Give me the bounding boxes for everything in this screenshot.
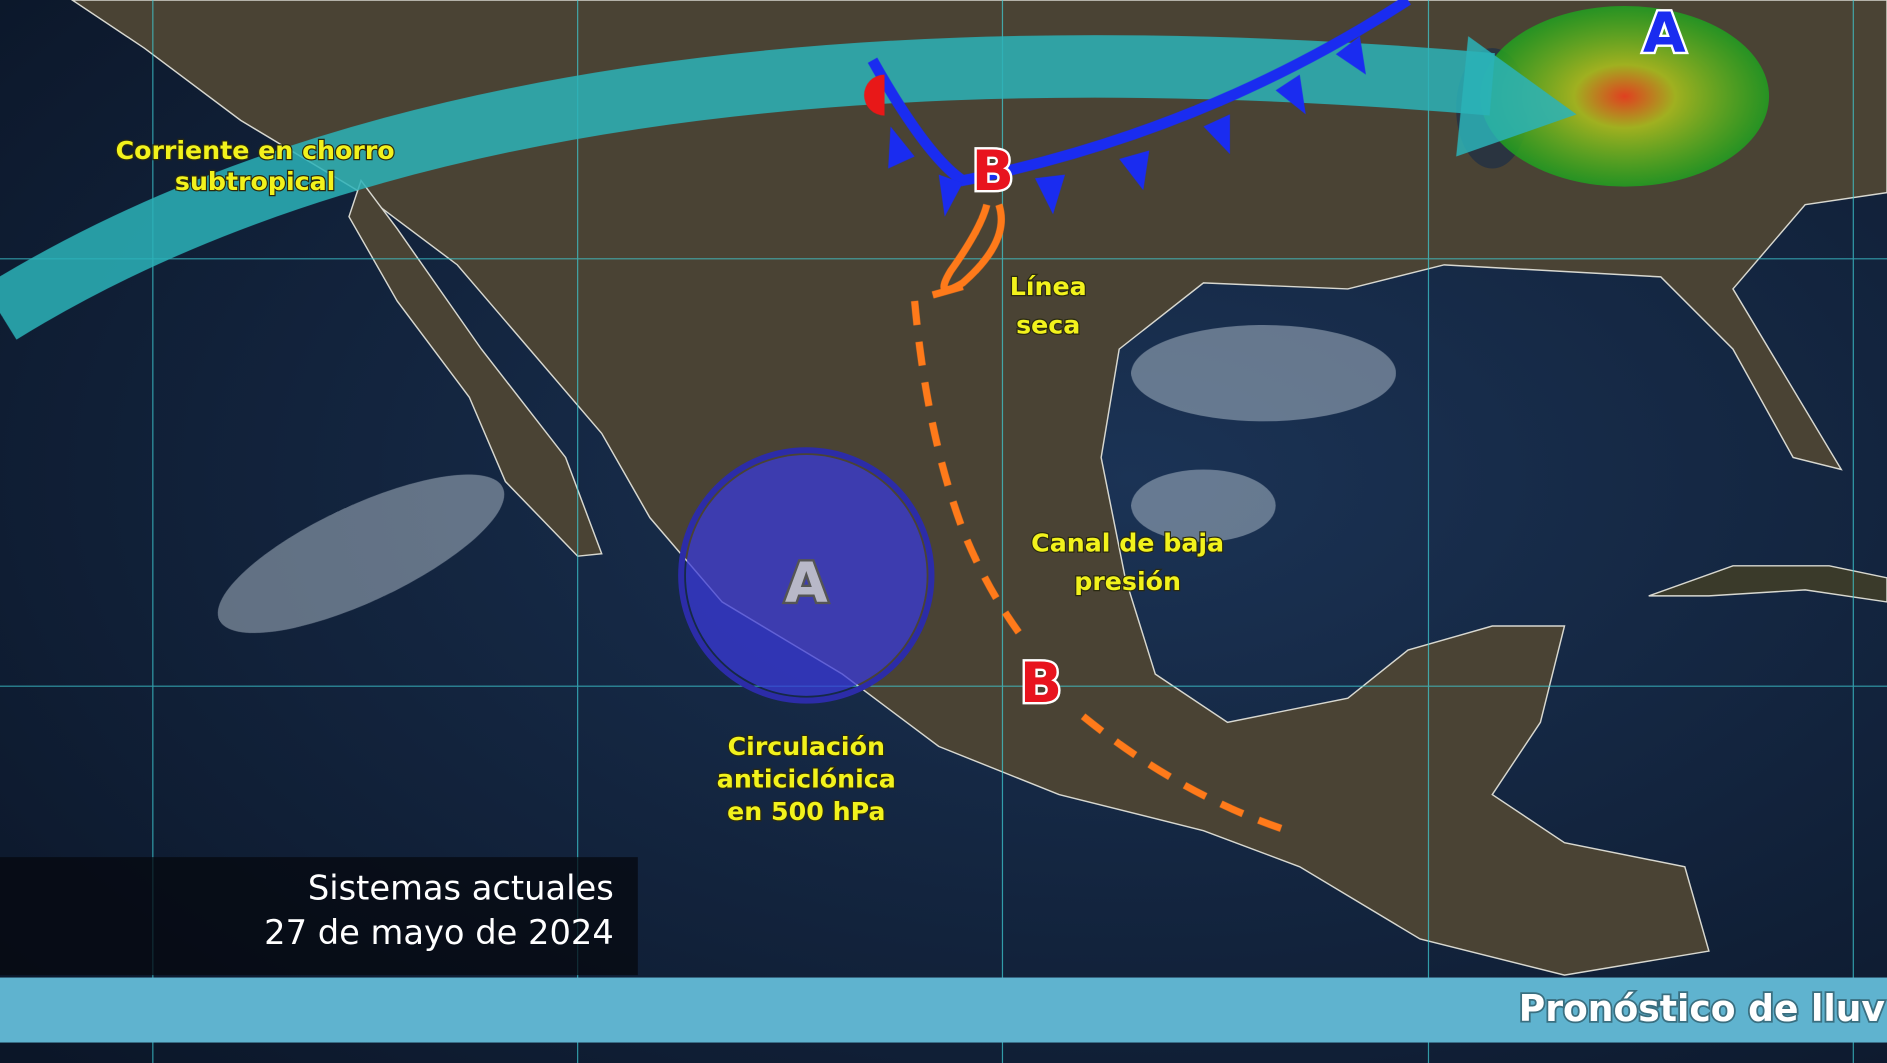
ticker-text: Pronóstico de lluv	[1519, 987, 1885, 1030]
dry-line-label-line2: seca	[1016, 310, 1080, 339]
warm-front-semicircle	[864, 74, 885, 116]
anticyclone-label-line1: Circulación	[728, 732, 885, 761]
cloud-cover	[217, 325, 1396, 634]
ticker-band	[0, 977, 1887, 1043]
trough-label-line1: Canal de baja	[1031, 528, 1224, 557]
anticyclone-circulation-arrow	[678, 447, 935, 704]
high-pressure-northeast: A	[1643, 2, 1686, 66]
dry-line	[911, 300, 1026, 641]
cold-front-triangles	[888, 36, 1366, 217]
cold-front	[867, 0, 1411, 187]
caption-title: Sistemas actuales	[308, 868, 614, 907]
caption-box	[0, 857, 638, 976]
high-pressure-label: A	[785, 552, 828, 616]
jet-stream-arrow	[0, 35, 1495, 340]
jet-stream-label-line2: subtropical	[175, 167, 335, 196]
land-mass	[70, 0, 1887, 976]
trough-label-line2: presión	[1074, 567, 1181, 596]
low-pressure-north: B	[972, 140, 1014, 204]
dry-line-label-line1: Línea	[1010, 272, 1087, 301]
low-pressure-trough	[1080, 713, 1289, 835]
anticyclone-label-line3: en 500 hPa	[727, 797, 885, 826]
anticyclone-circle	[685, 455, 927, 696]
jet-stream-arrowhead	[1456, 36, 1577, 157]
cuba	[1648, 565, 1887, 603]
low-pressure-south: B	[1020, 652, 1062, 716]
caption-date: 27 de mayo de 2024	[264, 913, 614, 952]
dry-line-squiggle	[931, 203, 1005, 299]
rainfall-radar	[1480, 6, 1770, 187]
jet-stream-label-line1: Corriente en chorro	[116, 136, 395, 165]
anticyclone-label-line2: anticiclónica	[717, 764, 896, 793]
